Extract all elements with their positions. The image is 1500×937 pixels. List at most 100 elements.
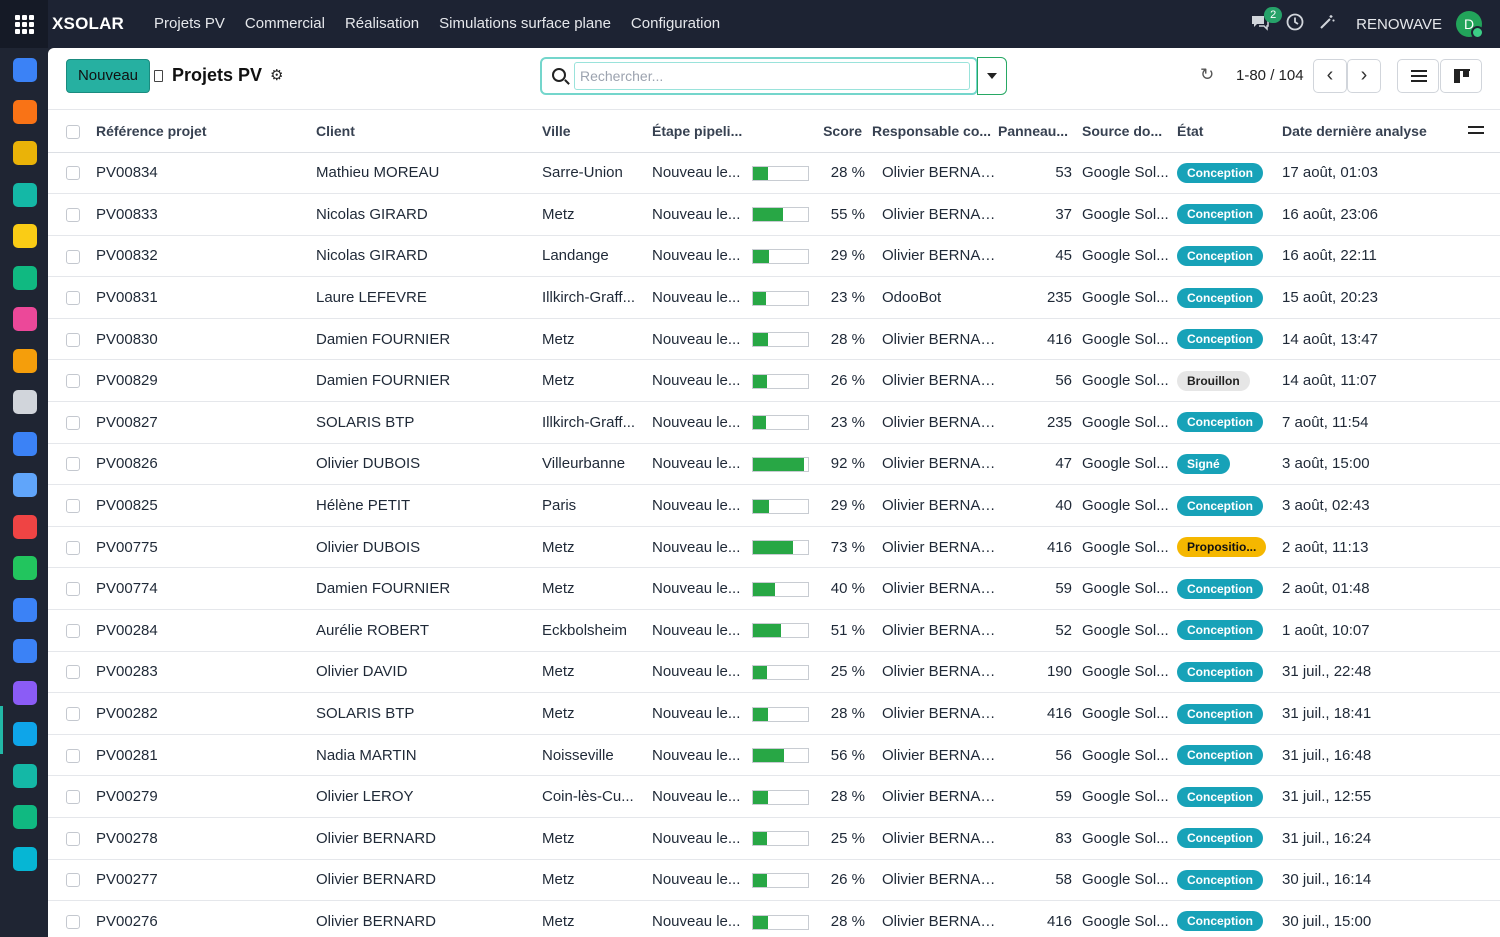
table-row[interactable]: PV00829 Damien FOURNIER Metz Nouveau le... 2… — [48, 359, 1500, 403]
row-checkbox-cell[interactable] — [48, 651, 96, 694]
list-view-button[interactable] — [1397, 59, 1439, 93]
gear-icon[interactable]: ⚙ — [270, 67, 284, 84]
app-green-icon[interactable] — [13, 556, 37, 580]
apps-menu-button[interactable] — [0, 0, 48, 48]
table-row[interactable]: PV00833 Nicolas GIRARD Metz Nouveau le... 55… — [48, 193, 1500, 236]
row-checkbox[interactable] — [66, 790, 80, 805]
table-row[interactable]: PV00774 Damien FOURNIER Metz Nouveau le... 4… — [48, 567, 1500, 611]
table-row[interactable]: PV00276 Olivier BERNARD Metz Nouveau le... 2… — [48, 900, 1500, 937]
table-row[interactable]: PV00277 Olivier BERNARD Metz Nouveau le... 2… — [48, 859, 1500, 902]
row-checkbox-cell[interactable] — [48, 567, 96, 611]
row-checkbox[interactable] — [66, 665, 80, 680]
row-checkbox[interactable] — [66, 457, 80, 472]
row-checkbox-cell[interactable] — [48, 817, 96, 860]
row-checkbox[interactable] — [66, 415, 80, 430]
row-checkbox-cell[interactable] — [48, 692, 96, 735]
search-input[interactable] — [574, 62, 970, 90]
pager-next-button[interactable]: › — [1347, 59, 1381, 93]
calendar-icon[interactable] — [13, 473, 37, 497]
row-checkbox-cell[interactable] — [48, 734, 96, 777]
row-checkbox-cell[interactable] — [48, 359, 96, 403]
new-button[interactable]: Nouveau — [66, 59, 150, 93]
app-people-icon[interactable] — [13, 763, 37, 788]
app-yellow-dot-icon[interactable] — [13, 224, 37, 248]
row-checkbox-cell[interactable] — [48, 318, 96, 361]
table-row[interactable]: PV00831 Laure LEFEVRE Illkirch-Graff... Nou… — [48, 276, 1500, 319]
dashboard-icon[interactable] — [13, 514, 37, 539]
messages-button[interactable]: 2 — [1250, 7, 1283, 34]
app-circle-icon[interactable] — [13, 348, 37, 373]
column-header-source[interactable]: Source do... — [1082, 110, 1177, 153]
column-header-etape[interactable]: Étape pipeli... — [652, 110, 752, 153]
table-row[interactable]: PV00278 Olivier BERNARD Metz Nouveau le... 2… — [48, 817, 1500, 860]
row-checkbox[interactable] — [66, 623, 80, 638]
row-checkbox-cell[interactable] — [48, 859, 96, 902]
table-row[interactable]: PV00284 Aurélie ROBERT Eckbolsheim Nouveau … — [48, 609, 1500, 652]
app-grid-icon[interactable] — [13, 805, 37, 829]
row-checkbox[interactable] — [66, 374, 80, 389]
row-checkbox[interactable] — [66, 831, 80, 846]
row-checkbox-cell[interactable] — [48, 609, 96, 652]
activity-button[interactable] — [1286, 13, 1304, 36]
row-checkbox-cell[interactable] — [48, 276, 96, 319]
row-checkbox[interactable] — [66, 249, 80, 264]
row-checkbox[interactable] — [66, 707, 80, 722]
table-row[interactable]: PV00832 Nicolas GIRARD Landange Nouveau le.… — [48, 235, 1500, 278]
column-header-ville[interactable]: Ville — [542, 110, 652, 153]
contact-card-icon[interactable] — [13, 265, 37, 290]
menu-item-projets-pv[interactable]: Projets PV — [154, 15, 225, 32]
select-all-checkbox-cell[interactable] — [48, 110, 96, 153]
table-row[interactable]: PV00281 Nadia MARTIN Noisseville Nouveau le… — [48, 734, 1500, 777]
table-row[interactable]: PV00283 Olivier DAVID Metz Nouveau le... 25 … — [48, 651, 1500, 694]
row-checkbox-cell[interactable] — [48, 900, 96, 937]
table-row[interactable]: PV00282 SOLARIS BTP Metz Nouveau le... 28 % O… — [48, 692, 1500, 735]
menu-item-realisation[interactable]: Réalisation — [344, 15, 420, 32]
tools-button[interactable] — [1318, 13, 1336, 36]
app-check-icon[interactable] — [13, 846, 37, 871]
row-checkbox-cell[interactable] — [48, 443, 96, 486]
row-checkbox[interactable] — [66, 915, 80, 930]
menu-item-simulations[interactable]: Simulations surface plane — [439, 15, 611, 32]
row-checkbox[interactable] — [66, 873, 80, 888]
row-checkbox[interactable] — [66, 499, 80, 514]
table-row[interactable]: PV00775 Olivier DUBOIS Metz Nouveau le... 73… — [48, 526, 1500, 569]
row-checkbox-cell[interactable] — [48, 401, 96, 444]
brand-name[interactable]: XSOLAR — [52, 14, 125, 33]
column-header-reference[interactable]: Référence projet — [96, 110, 316, 153]
pager-value[interactable]: 1-80 / 104 — [1236, 67, 1304, 84]
table-row[interactable]: PV00279 Olivier LEROY Coin-lès-Cu... Nouvea… — [48, 775, 1500, 818]
app-diamond-icon[interactable] — [13, 307, 37, 331]
refresh-icon[interactable]: ↻ — [1200, 65, 1215, 84]
column-header-client[interactable]: Client — [316, 110, 542, 153]
column-header-responsable[interactable]: Responsable co... — [872, 110, 998, 153]
app-dollar-icon[interactable] — [13, 722, 37, 746]
row-checkbox[interactable] — [66, 207, 80, 222]
row-checkbox-cell[interactable] — [48, 193, 96, 236]
projets-pv-icon[interactable] — [13, 639, 37, 663]
row-checkbox[interactable] — [66, 332, 80, 347]
column-header-etat[interactable]: État — [1177, 110, 1282, 153]
user-avatar[interactable]: D — [1456, 11, 1484, 39]
optional-columns-toggle[interactable] — [1452, 110, 1500, 153]
column-header-panneaux[interactable]: Panneau... — [998, 110, 1082, 153]
table-row[interactable]: PV00830 Damien FOURNIER Metz Nouveau le... 2… — [48, 318, 1500, 361]
row-checkbox-cell[interactable] — [48, 484, 96, 527]
row-checkbox-cell[interactable] — [48, 152, 96, 195]
search-icon[interactable] — [552, 68, 566, 82]
column-header-date[interactable]: Date dernière analyse — [1282, 110, 1452, 153]
app-blue-square-icon[interactable] — [13, 431, 37, 456]
pager-previous-button[interactable]: ‹ — [1313, 59, 1347, 93]
app-blue-icon[interactable] — [13, 58, 37, 82]
table-row[interactable]: PV00825 Hélène PETIT Paris Nouveau le... 29 … — [48, 484, 1500, 527]
search-options-dropdown-toggle[interactable] — [977, 57, 1007, 95]
company-switcher[interactable]: RENOWAVE — [1356, 15, 1442, 33]
row-checkbox-cell[interactable] — [48, 235, 96, 278]
app-orange-icon[interactable] — [13, 99, 37, 124]
bank-icon[interactable] — [13, 390, 37, 414]
row-checkbox-cell[interactable] — [48, 775, 96, 818]
row-checkbox[interactable] — [66, 291, 80, 306]
table-row[interactable]: PV00827 SOLARIS BTP Illkirch-Graff... Nouve… — [48, 401, 1500, 444]
row-checkbox[interactable] — [66, 748, 80, 763]
menu-item-configuration[interactable]: Configuration — [630, 15, 721, 32]
calendar-blue-icon[interactable] — [13, 597, 37, 622]
